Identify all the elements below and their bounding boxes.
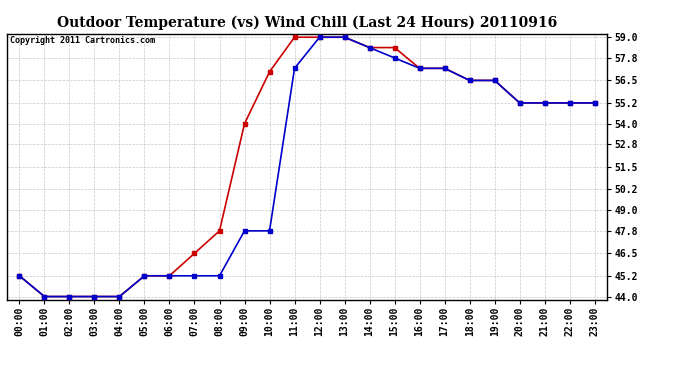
Text: Copyright 2011 Cartronics.com: Copyright 2011 Cartronics.com	[10, 36, 155, 45]
Title: Outdoor Temperature (vs) Wind Chill (Last 24 Hours) 20110916: Outdoor Temperature (vs) Wind Chill (Las…	[57, 15, 558, 30]
